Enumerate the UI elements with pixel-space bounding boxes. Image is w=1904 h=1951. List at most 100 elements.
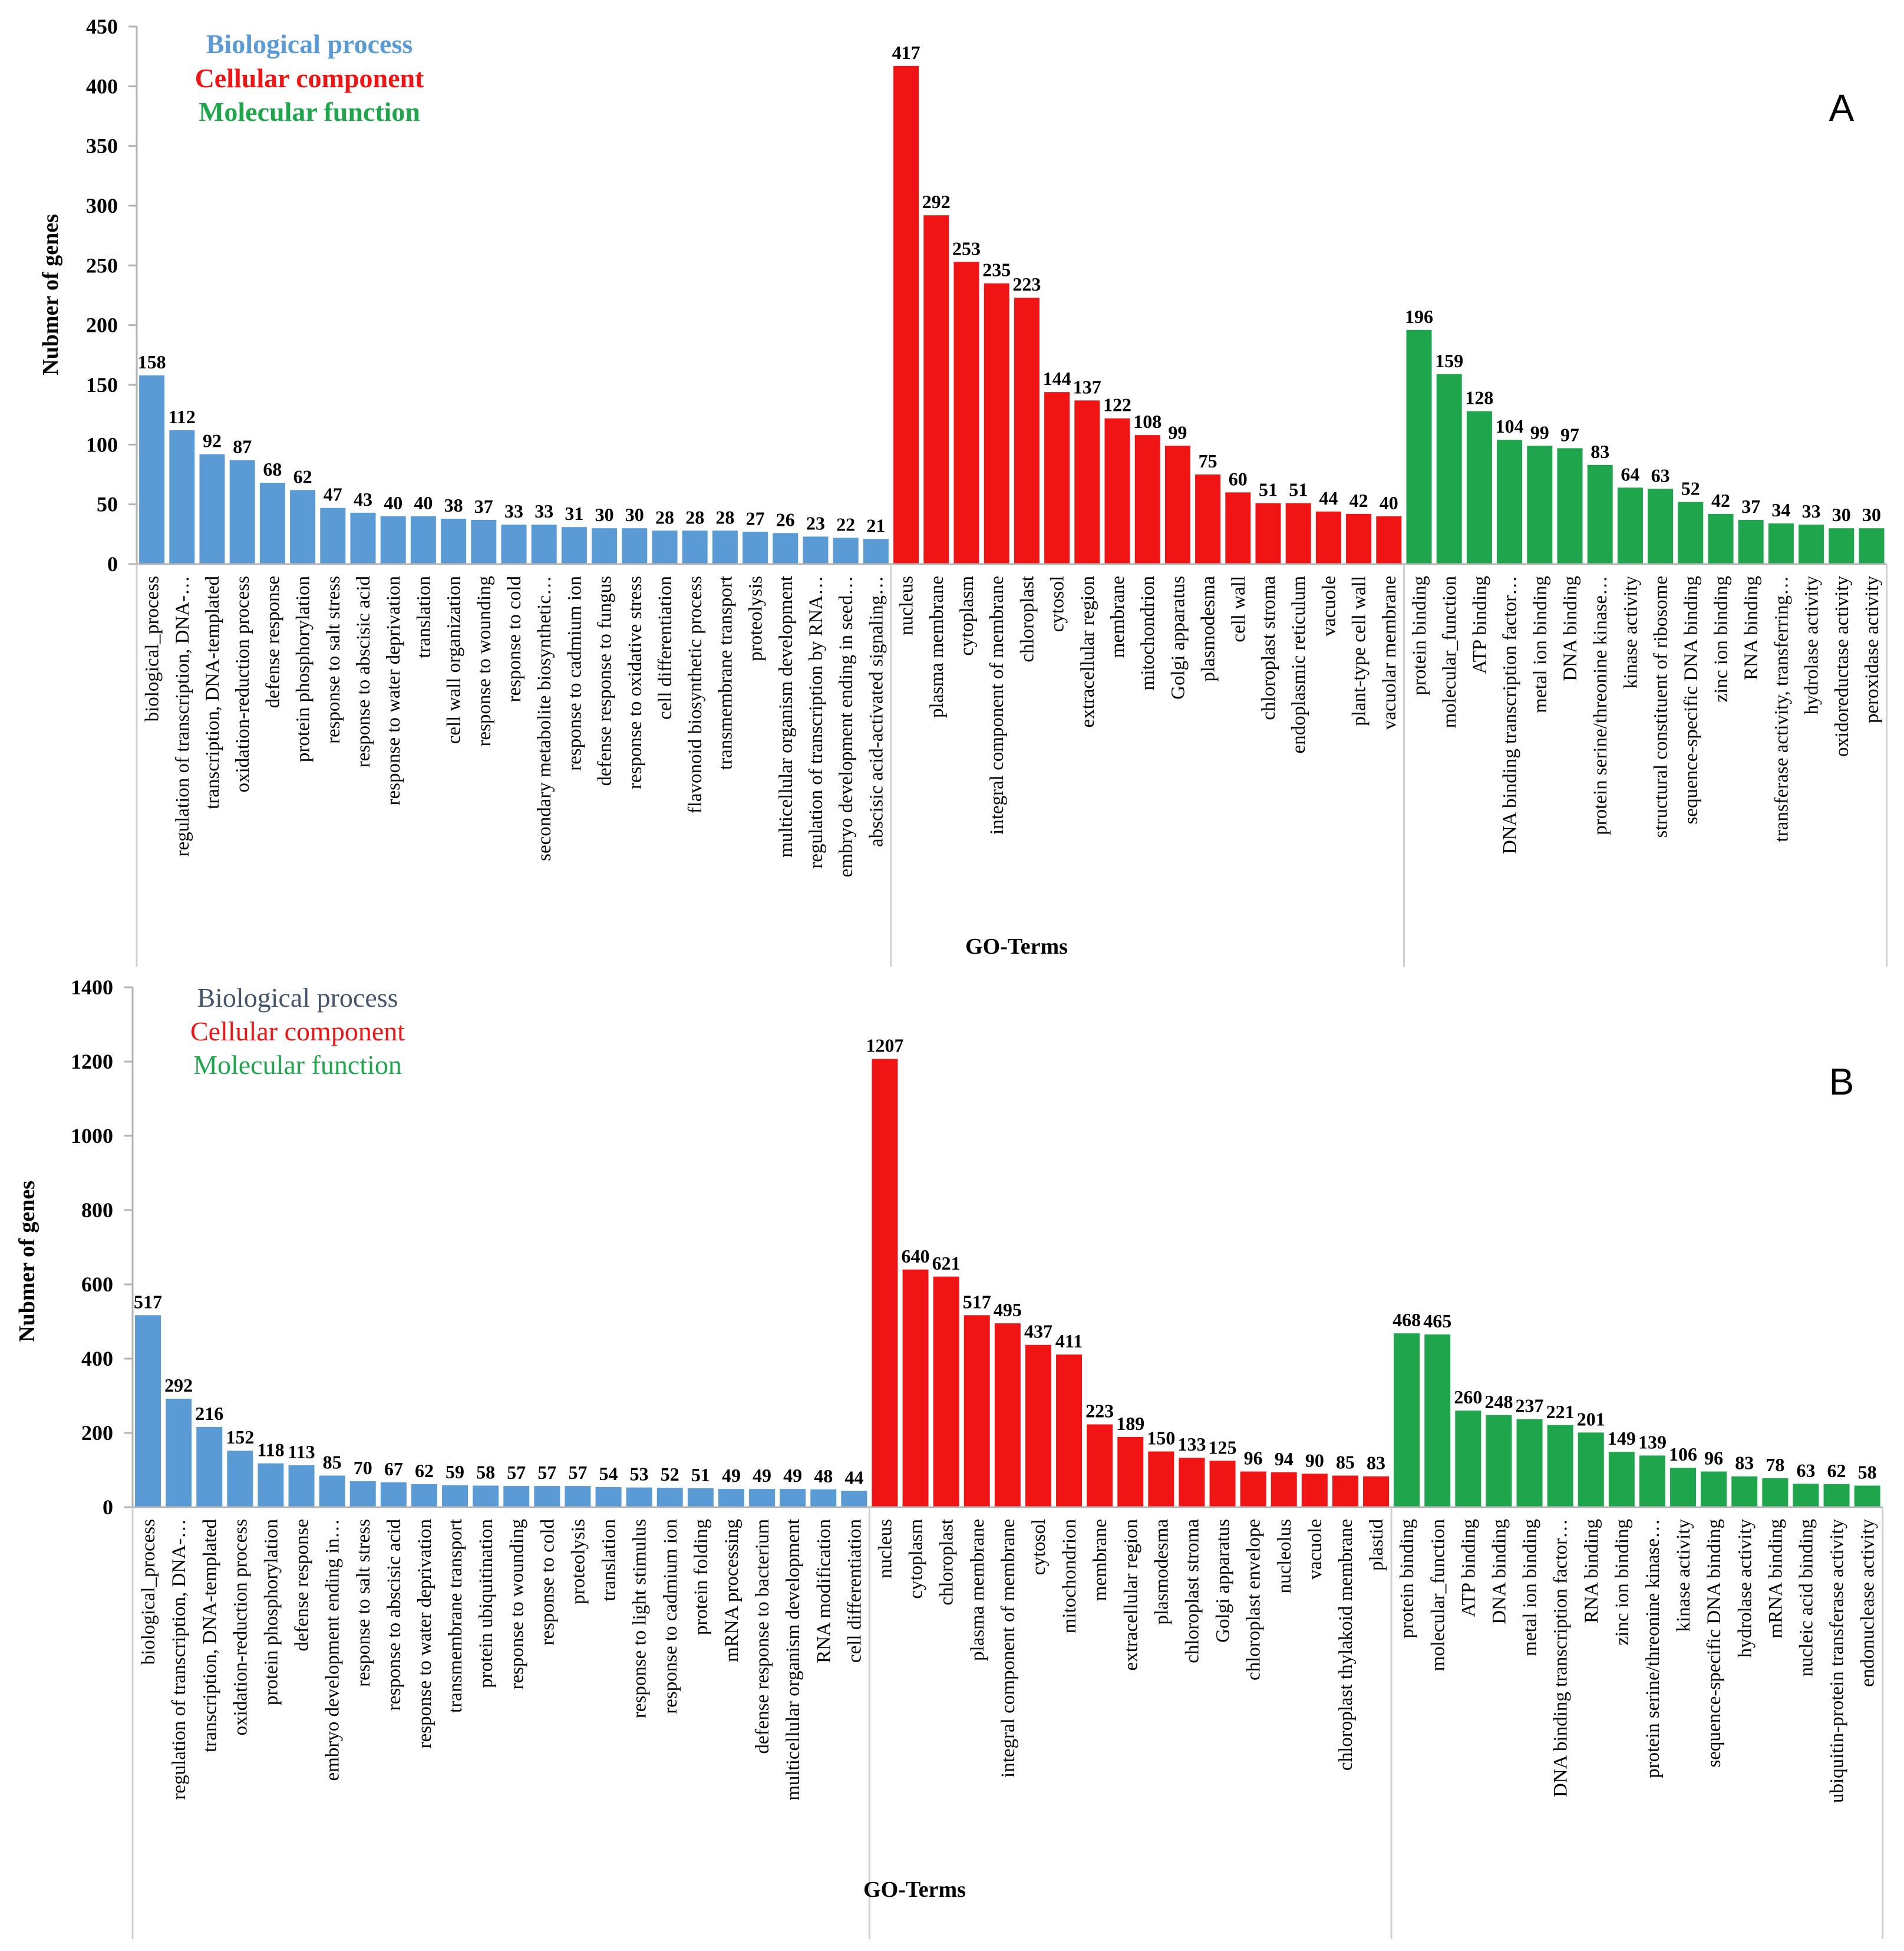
x-tick-label: DNA binding: [1560, 576, 1581, 681]
legend-entry: Biological process: [206, 29, 413, 59]
bar-molecular-function: [1497, 440, 1523, 564]
data-label: 417: [892, 42, 920, 63]
data-label: 118: [257, 1439, 284, 1461]
x-tick-label: protein phosphorylation: [293, 576, 314, 762]
data-label: 223: [1085, 1400, 1114, 1422]
x-tick-label: response to cadmium ion: [564, 576, 585, 771]
data-label: 83: [1367, 1452, 1385, 1474]
x-tick-label: plasmodesma: [1198, 576, 1219, 682]
bar-cellular-component: [872, 1059, 898, 1507]
bar-biological-process: [622, 528, 648, 564]
x-tick-label: protein serine/threonine kinase…: [1590, 576, 1611, 835]
y-tick-label: 1000: [71, 1124, 113, 1148]
x-tick-label: Golgi apparatus: [1213, 1519, 1234, 1643]
x-tick-label: sequence-specific DNA binding: [1681, 576, 1702, 825]
bar-biological-process: [166, 1399, 192, 1507]
data-label: 133: [1177, 1433, 1206, 1455]
data-label: 49: [753, 1465, 771, 1486]
chart-panel-A: 0 50 100 150 200 250 300 350 400 450 Nubmer of gen…: [38, 15, 1888, 967]
bar-molecular-function: [1708, 513, 1734, 564]
data-label: 26: [776, 509, 795, 530]
data-label: 70: [354, 1457, 372, 1478]
bar-biological-process: [656, 1488, 683, 1507]
data-label: 37: [1741, 496, 1760, 517]
legend-entry: Molecular function: [193, 1050, 402, 1080]
legend-entry: Cellular component: [195, 63, 425, 93]
x-tick-label: response to salt stress: [353, 1519, 374, 1687]
x-tick-label: plastid: [1366, 1519, 1387, 1571]
x-tick-label: vacuole: [1318, 576, 1339, 637]
y-tick-label: 0: [107, 552, 118, 576]
bar-cellular-component: [923, 215, 949, 564]
bar-molecular-function: [1823, 1484, 1850, 1507]
data-label: 33: [504, 500, 523, 522]
bar-biological-process: [561, 527, 587, 564]
x-tick-label: sequence-specific DNA binding: [1704, 1519, 1725, 1768]
y-tick-label: 250: [86, 253, 118, 277]
bar-cellular-component: [1301, 1474, 1328, 1507]
y-tick-label: 150: [86, 373, 118, 397]
data-label: 22: [836, 513, 855, 535]
x-tick-label: plasma membrane: [967, 1519, 988, 1661]
data-label: 94: [1275, 1448, 1293, 1469]
bar-molecular-function: [1829, 528, 1854, 564]
x-tick-label: hydrolase activity: [1734, 1519, 1755, 1658]
x-tick-label: peroxidase activity: [1862, 576, 1883, 724]
bar-cellular-component: [1209, 1461, 1236, 1507]
data-label: 40: [414, 492, 433, 513]
bar-cellular-component: [1179, 1458, 1205, 1507]
data-label: 63: [1651, 464, 1670, 486]
data-label: 113: [288, 1441, 315, 1462]
bar-biological-process: [319, 1475, 345, 1507]
bar-molecular-function: [1670, 1468, 1697, 1507]
bar-cellular-component: [1148, 1451, 1174, 1507]
data-label: 1207: [866, 1035, 903, 1056]
bar-biological-process: [411, 1484, 437, 1507]
x-tick-label: molecular_function: [1439, 576, 1460, 728]
bar-cellular-component: [1346, 513, 1372, 564]
data-label: 52: [1681, 478, 1700, 499]
data-label: 40: [1380, 492, 1398, 513]
data-label: 42: [1711, 490, 1730, 511]
data-label: 23: [806, 512, 825, 533]
x-tick-label: extracellular region: [1120, 1519, 1141, 1670]
data-label: 621: [932, 1253, 961, 1274]
data-label: 196: [1405, 306, 1433, 327]
bar-cellular-component: [963, 1315, 990, 1507]
bar-biological-process: [229, 460, 255, 564]
data-label: 112: [169, 406, 196, 427]
data-label: 221: [1546, 1401, 1575, 1422]
data-label: 57: [507, 1462, 526, 1483]
data-label: 44: [844, 1466, 863, 1488]
legend-entry: Cellular component: [190, 1016, 405, 1046]
x-tick-label: ATP binding: [1469, 576, 1490, 674]
x-tick-label: RNA modification: [813, 1519, 834, 1663]
y-tick-label: 200: [86, 314, 118, 337]
data-label: 54: [599, 1463, 618, 1484]
data-label: 122: [1103, 394, 1131, 416]
bar-cellular-component: [893, 65, 919, 564]
bar-molecular-function: [1424, 1334, 1451, 1507]
x-tick-label: biological_process: [138, 1519, 159, 1665]
data-label: 137: [1073, 376, 1101, 397]
data-label: 21: [866, 515, 885, 536]
data-label: 87: [233, 436, 252, 457]
data-label: 144: [1043, 368, 1071, 389]
data-label: 62: [1827, 1460, 1846, 1481]
bar-cellular-component: [933, 1276, 959, 1507]
data-label: 62: [293, 466, 312, 487]
x-tick-label: cell wall organization: [444, 576, 465, 744]
bar-biological-process: [841, 1491, 867, 1507]
bar-cellular-component: [994, 1323, 1021, 1507]
x-tick-label: endonuclease activity: [1857, 1519, 1879, 1687]
data-label: 83: [1735, 1452, 1754, 1474]
data-label: 96: [1704, 1448, 1723, 1469]
x-tick-label: mitochondrion: [1137, 576, 1159, 690]
bar-molecular-function: [1547, 1425, 1573, 1507]
bar-cellular-component: [1240, 1471, 1266, 1507]
bar-molecular-function: [1436, 374, 1462, 564]
data-label: 43: [354, 489, 372, 510]
x-tick-label: RNA binding: [1581, 1519, 1602, 1623]
bar-biological-process: [652, 530, 678, 564]
data-label: 75: [1199, 450, 1217, 472]
